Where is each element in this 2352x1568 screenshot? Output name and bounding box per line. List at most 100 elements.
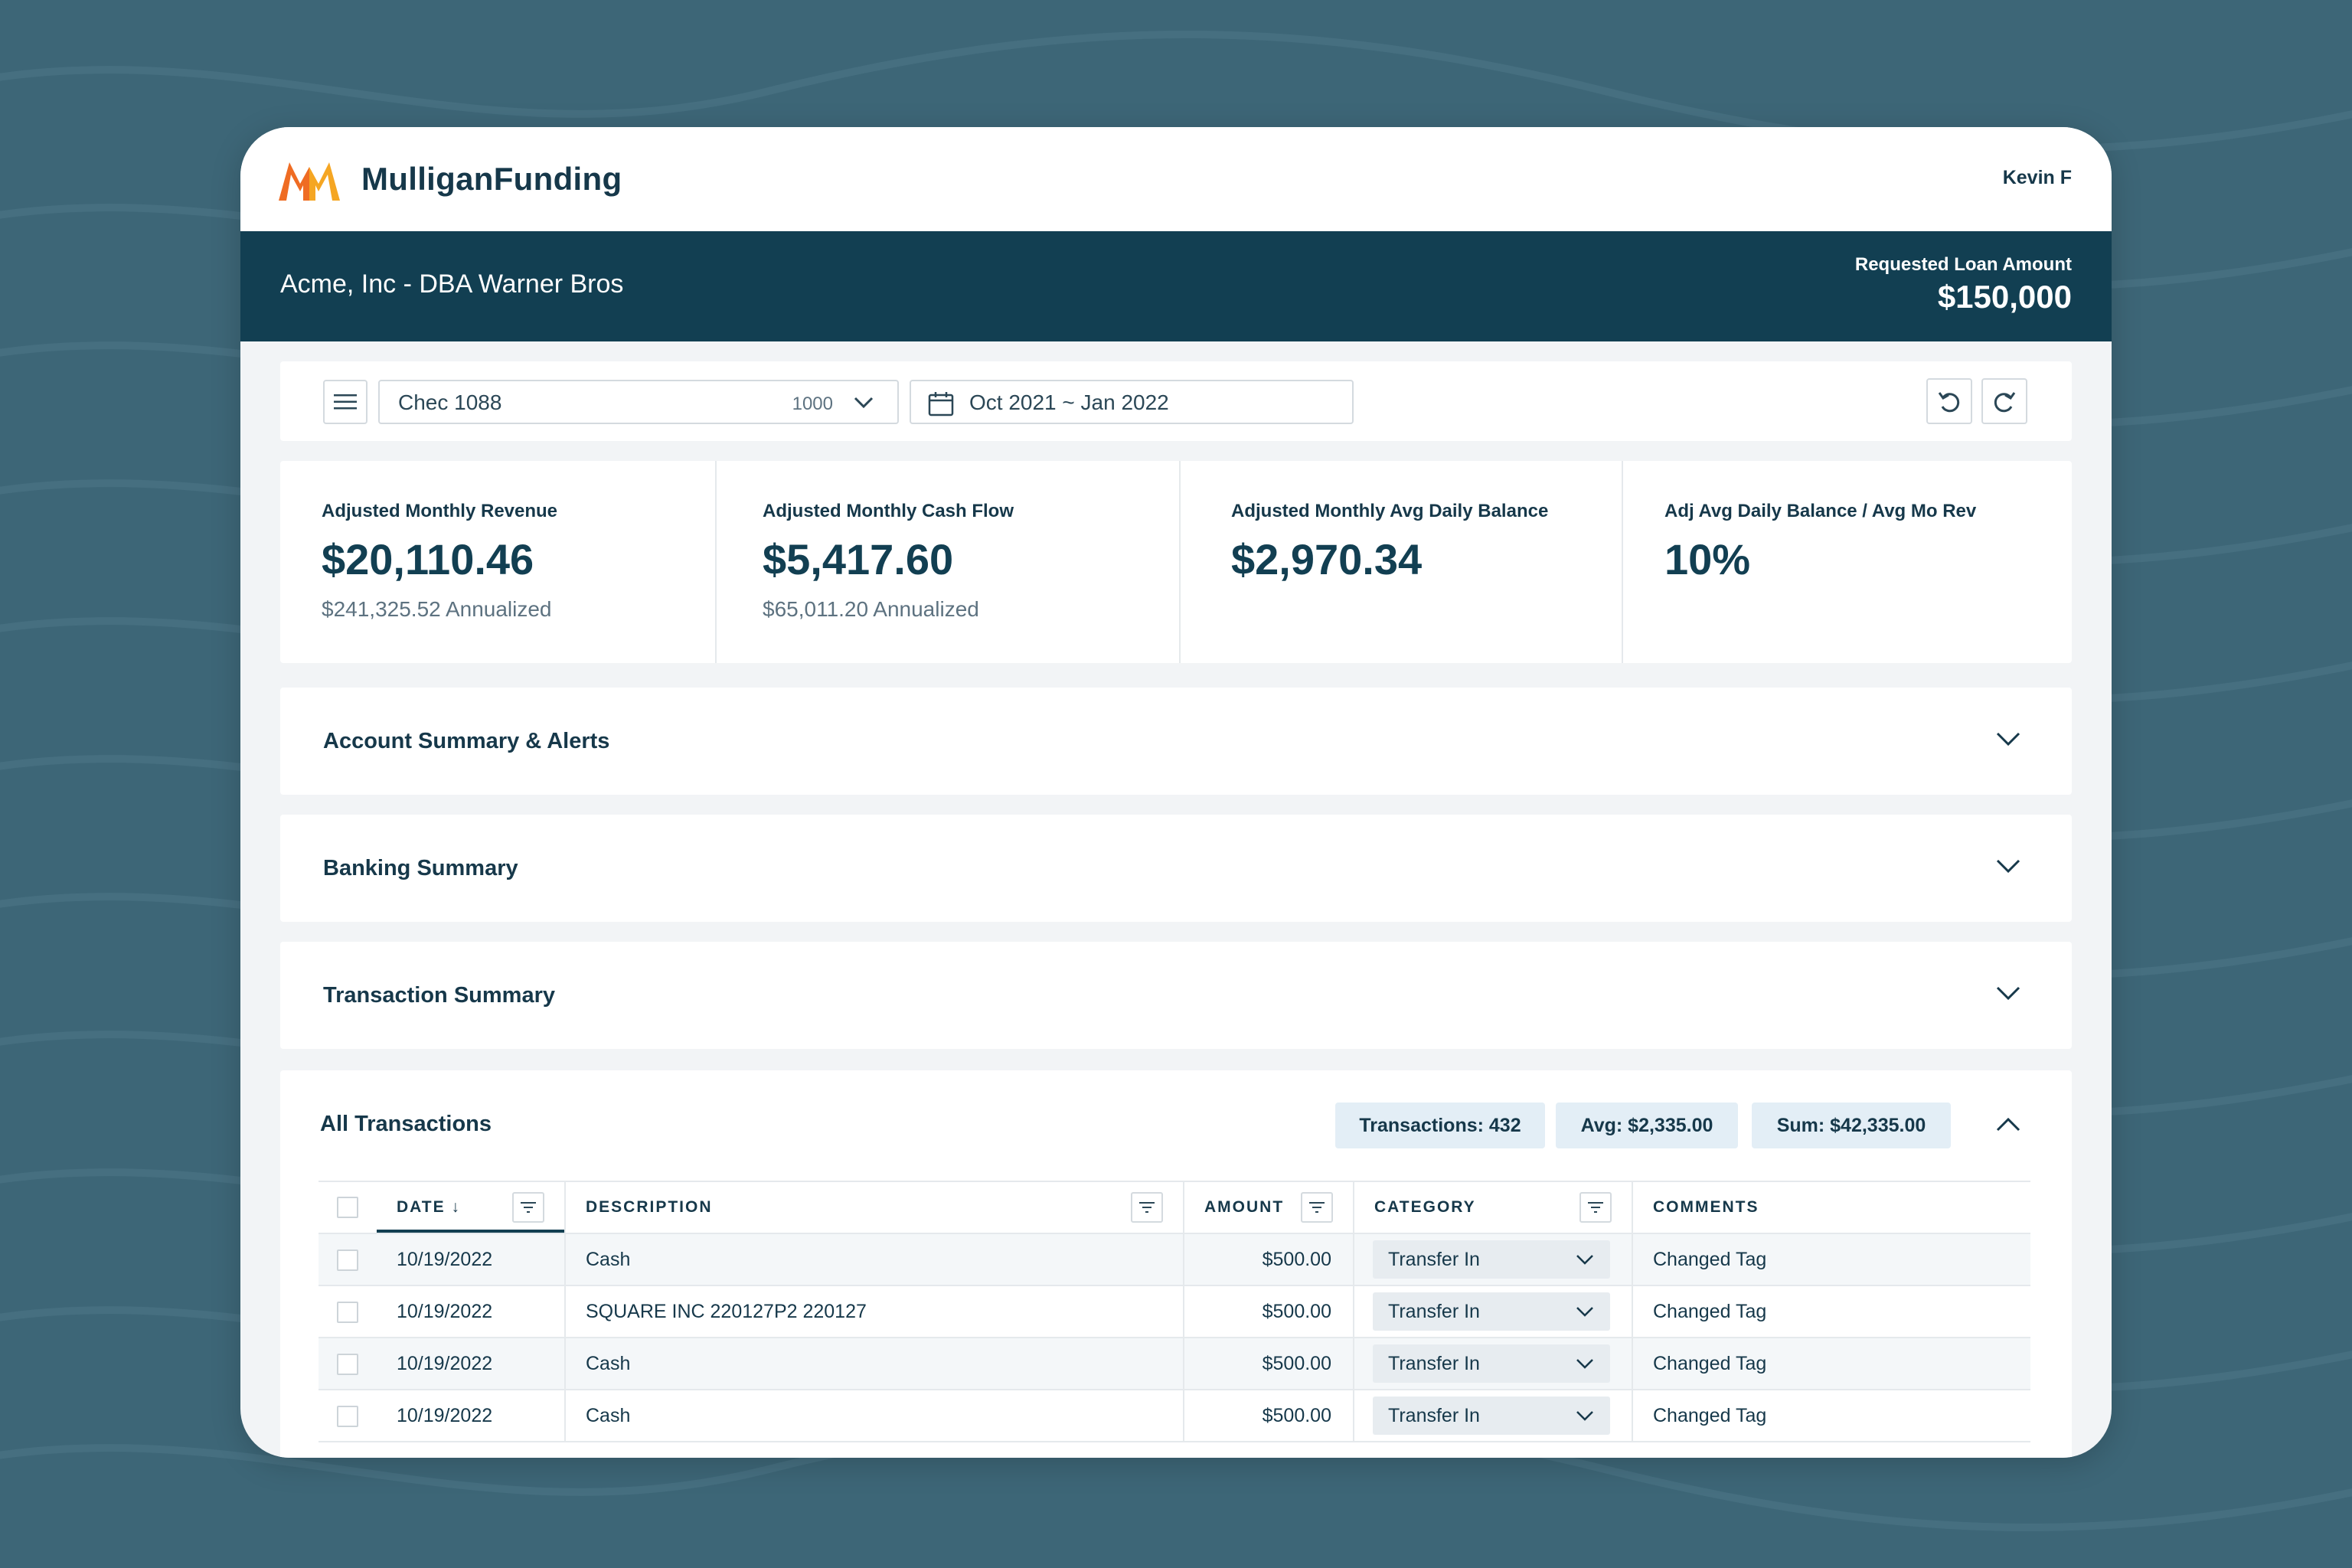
top-nav: MulliganFunding Kevin F [240,127,2112,231]
cell-description: SQUARE INC 220127P2 220127 [565,1285,1184,1338]
accordion-title: Transaction Summary [323,983,555,1008]
cell-comment[interactable]: Changed Tag [1632,1285,2030,1338]
cell-date: 10/19/2022 [377,1338,566,1390]
row-checkbox[interactable] [337,1353,358,1375]
chevron-up-icon[interactable] [1995,1115,2021,1133]
filter-icon[interactable] [512,1192,544,1223]
undo-icon [1938,392,1960,413]
user-menu[interactable]: Kevin F [2002,167,2072,188]
column-header-date[interactable]: DATE ↓ [377,1181,566,1234]
table-header-row: DATE ↓ DESCRIPTION [318,1181,2030,1234]
redo-button[interactable] [1981,378,2027,424]
sort-desc-icon: ↓ [451,1198,461,1216]
all-transactions-panel: All Transactions Transactions: 432 Avg: … [280,1070,2072,1458]
hamburger-icon [334,394,357,410]
undo-button[interactable] [1926,378,1972,424]
metric-label: Adjusted Monthly Revenue [322,501,558,521]
transactions-avg-badge: Avg: $2,335.00 [1556,1102,1738,1148]
cell-date: 10/19/2022 [377,1233,566,1286]
accordion-account-summary[interactable]: Account Summary & Alerts [280,688,2072,795]
cell-description: Cash [565,1338,1184,1390]
select-all-cell [318,1181,377,1234]
column-header-amount[interactable]: AMOUNT [1184,1181,1354,1234]
select-all-checkbox[interactable] [337,1197,358,1218]
cell-amount: $500.00 [1184,1285,1354,1338]
metric-monthly-cash-flow: Adjusted Monthly Cash Flow $5,417.60 $65… [717,461,1181,663]
metric-label: Adjusted Monthly Cash Flow [763,501,1014,521]
chevron-down-icon [1576,1307,1593,1317]
table-row[interactable]: 10/19/2022 Cash $500.00 Transfer In Chan… [318,1233,2030,1286]
table-row[interactable]: 10/19/2022 SQUARE INC 220127P2 220127 $5… [318,1285,2030,1338]
column-header-description[interactable]: DESCRIPTION [565,1181,1184,1234]
date-range-picker[interactable]: Oct 2021 ~ Jan 2022 [910,380,1354,424]
category-select[interactable]: Transfer In [1373,1344,1610,1383]
metric-avg-daily-balance: Adjusted Monthly Avg Daily Balance $2,97… [1181,461,1623,663]
accordion-transaction-summary[interactable]: Transaction Summary [280,942,2072,1049]
calendar-icon [928,392,954,416]
mulligan-logo-icon[interactable] [279,158,340,201]
cell-amount: $500.00 [1184,1390,1354,1442]
cell-amount: $500.00 [1184,1338,1354,1390]
cell-comment[interactable]: Changed Tag [1632,1390,2030,1442]
category-value: Transfer In [1388,1300,1480,1322]
category-value: Transfer In [1388,1404,1480,1426]
filter-icon[interactable] [1579,1192,1612,1223]
category-select[interactable]: Transfer In [1373,1240,1610,1279]
chevron-down-icon [1576,1411,1593,1421]
account-select[interactable]: Chec 1088 1000 [378,380,899,424]
filter-icon[interactable] [1131,1192,1163,1223]
chevron-down-icon [1576,1255,1593,1265]
metric-annualized: $65,011.20 Annualized [763,597,979,621]
metric-label: Adj Avg Daily Balance / Avg Mo Rev [1664,501,1977,521]
column-header-category[interactable]: CATEGORY [1354,1181,1633,1234]
table-row[interactable]: 10/19/2022 Cash $500.00 Transfer In Chan… [318,1338,2030,1390]
cell-description: Cash [565,1390,1184,1442]
metric-annualized: $241,325.52 Annualized [322,597,552,621]
business-header: Acme, Inc - DBA Warner Bros Requested Lo… [240,231,2112,341]
chevron-down-icon [1996,986,2020,1001]
account-name: Chec 1088 [398,390,502,414]
cell-comment[interactable]: Changed Tag [1632,1338,2030,1390]
chevron-down-icon [1996,859,2020,874]
cell-date: 10/19/2022 [377,1285,566,1338]
filter-icon[interactable] [1301,1192,1333,1223]
loan-amount-label: Requested Loan Amount [1854,254,2072,275]
accordion-title: Banking Summary [323,856,518,880]
category-select[interactable]: Transfer In [1373,1396,1610,1435]
table-row[interactable]: 10/19/2022 Cash $500.00 Transfer In Chan… [318,1390,2030,1442]
row-checkbox[interactable] [337,1405,358,1427]
cell-comment[interactable]: Changed Tag [1632,1233,2030,1286]
panel-title: All Transactions [320,1112,492,1136]
redo-icon [1994,392,2016,413]
metric-value: $2,970.34 [1231,535,1423,583]
accordion-banking-summary[interactable]: Banking Summary [280,815,2072,922]
column-label: DESCRIPTION [586,1198,713,1216]
chevron-down-icon [1576,1359,1593,1369]
column-label: AMOUNT [1204,1198,1285,1216]
metric-label: Adjusted Monthly Avg Daily Balance [1231,501,1549,521]
transactions-count-badge: Transactions: 432 [1335,1102,1545,1148]
chevron-down-icon [854,397,874,409]
metric-monthly-revenue: Adjusted Monthly Revenue $20,110.46 $241… [280,461,717,663]
category-select[interactable]: Transfer In [1373,1292,1610,1331]
metric-value: $20,110.46 [322,535,534,583]
cell-amount: $500.00 [1184,1233,1354,1286]
metric-balance-revenue-ratio: Adj Avg Daily Balance / Avg Mo Rev 10% [1623,461,2072,663]
date-range-value: Oct 2021 ~ Jan 2022 [969,390,1169,414]
metric-value: $5,417.60 [763,535,954,583]
menu-button[interactable] [323,380,368,424]
row-checkbox[interactable] [337,1301,358,1323]
brand-name[interactable]: MulliganFunding [361,161,622,197]
cell-date: 10/19/2022 [377,1390,566,1442]
account-number: 1000 [792,394,833,414]
metrics-panel: Adjusted Monthly Revenue $20,110.46 $241… [280,461,2072,663]
column-header-comments[interactable]: COMMENTS [1632,1181,2030,1234]
column-label: COMMENTS [1653,1198,1759,1216]
accordion-title: Account Summary & Alerts [323,729,610,753]
business-name: Acme, Inc - DBA Warner Bros [280,270,624,299]
chevron-down-icon [1996,732,2020,746]
row-checkbox[interactable] [337,1249,358,1271]
transactions-sum-badge: Sum: $42,335.00 [1752,1102,1951,1148]
category-value: Transfer In [1388,1352,1480,1374]
column-label: CATEGORY [1374,1198,1476,1216]
